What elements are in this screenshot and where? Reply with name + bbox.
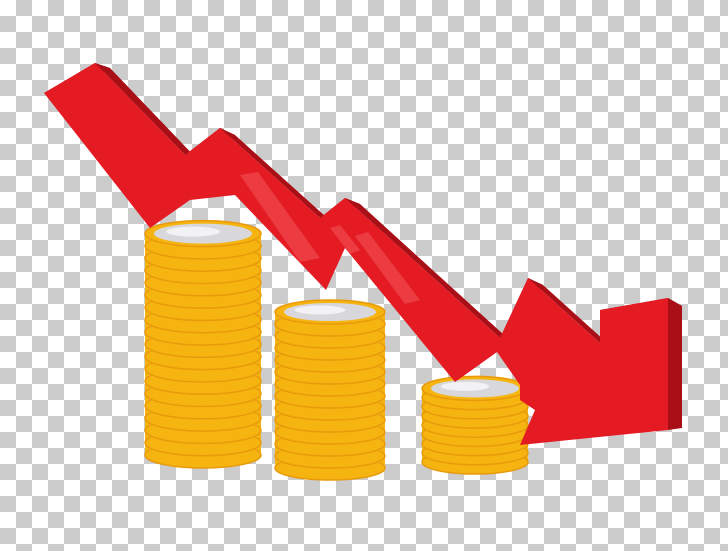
arrow-front-face <box>44 63 668 445</box>
arrow-side-3 <box>220 128 335 225</box>
arrow-highlight-1 <box>240 172 320 262</box>
coin-top-shine <box>166 226 220 237</box>
arrow-side-7 <box>528 278 615 350</box>
arrow-highlight-2 <box>355 232 420 304</box>
arrow-side-5 <box>345 198 515 345</box>
coin-stack-medium <box>274 299 386 481</box>
arrow-side-1 <box>95 63 200 162</box>
down-trend-arrow-icon <box>44 63 682 445</box>
arrow-head-right-side <box>668 298 682 430</box>
coin-top-shine <box>294 305 346 315</box>
coin-top-shine <box>440 381 490 391</box>
coin-stack-short <box>421 375 529 475</box>
arrow-highlight-3 <box>330 225 360 254</box>
coin-stack-tall <box>144 219 262 469</box>
